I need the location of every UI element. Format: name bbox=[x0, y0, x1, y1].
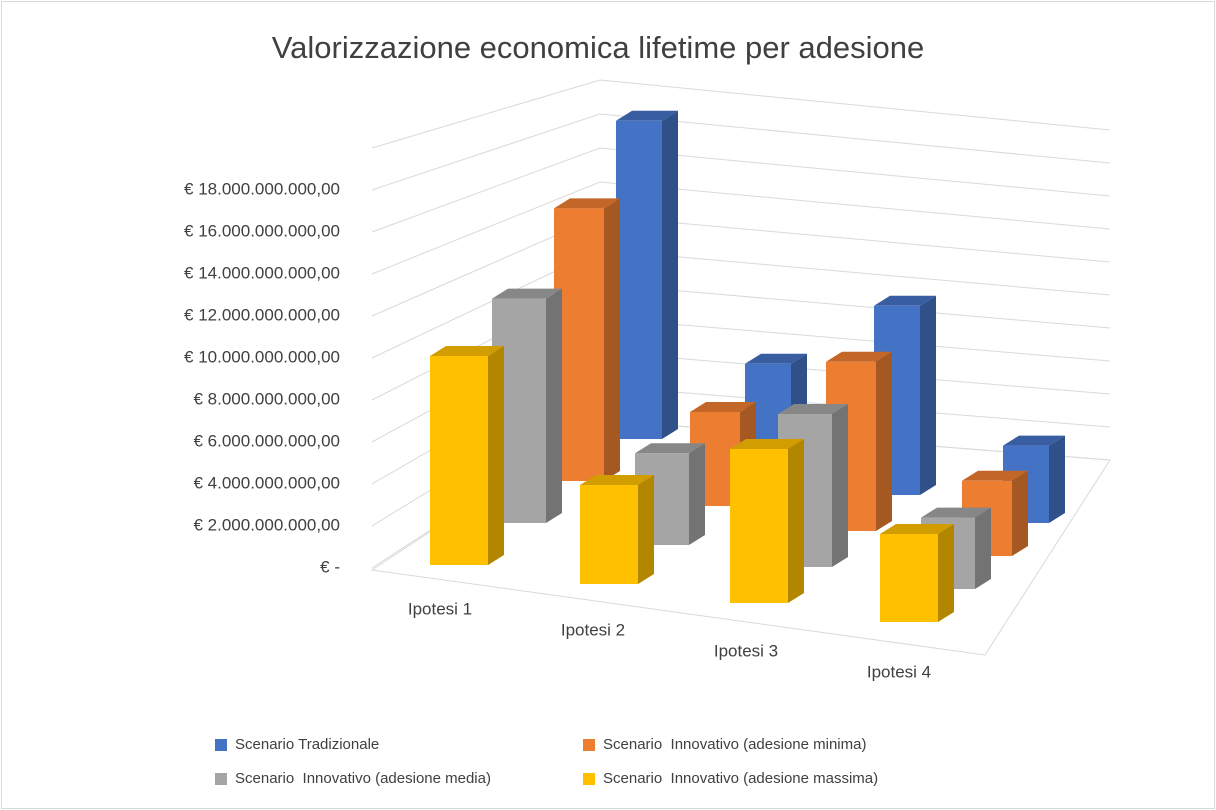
grid-line bbox=[371, 147, 1111, 233]
y-tick-label: € 8.000.000.000,00 bbox=[193, 389, 340, 408]
bar-front bbox=[430, 356, 488, 565]
bar-side bbox=[488, 346, 504, 565]
bar-top bbox=[921, 507, 991, 518]
bar-top bbox=[616, 110, 678, 121]
y-tick-label: € 12.000.000.000,00 bbox=[184, 305, 340, 324]
bar-top bbox=[730, 439, 804, 449]
y-tick-label: € 4.000.000.000,00 bbox=[193, 473, 340, 492]
bar-front bbox=[730, 449, 788, 603]
bar bbox=[616, 110, 678, 440]
bar-top bbox=[690, 402, 756, 412]
bar-top bbox=[826, 351, 892, 362]
bar-side bbox=[1049, 435, 1065, 523]
legend-swatch bbox=[583, 773, 595, 785]
legend-label: Scenario Innovativo (adesione massima) bbox=[603, 770, 878, 787]
grid-line bbox=[371, 181, 1111, 275]
bar-side bbox=[938, 524, 954, 622]
bar-side bbox=[1012, 470, 1028, 556]
x-tick-label: Ipotesi 3 bbox=[714, 641, 778, 660]
bar-top bbox=[635, 443, 705, 454]
bar-side bbox=[788, 439, 804, 603]
bar bbox=[580, 475, 654, 584]
legend-label: Scenario Innovativo (adesione minima) bbox=[603, 736, 866, 753]
y-tick-label: € 10.000.000.000,00 bbox=[184, 347, 340, 366]
bar-front bbox=[616, 120, 662, 440]
bar bbox=[730, 439, 804, 603]
legend-label: Scenario Innovativo (adesione media) bbox=[235, 770, 491, 787]
bar-top bbox=[880, 524, 954, 534]
bar-front bbox=[580, 485, 638, 584]
y-tick-label: € 18.000.000.000,00 bbox=[184, 179, 340, 198]
y-tick-label: € 6.000.000.000,00 bbox=[193, 431, 340, 450]
bar-side bbox=[920, 295, 936, 495]
bar-top bbox=[492, 288, 562, 299]
bar-side bbox=[546, 288, 562, 523]
y-tick-label: € - bbox=[320, 557, 340, 576]
bar-top bbox=[554, 198, 620, 209]
y-tick-label: € 16.000.000.000,00 bbox=[184, 221, 340, 240]
bar-front bbox=[880, 534, 938, 622]
bar-side bbox=[638, 475, 654, 584]
bar-side bbox=[662, 110, 678, 440]
chart-title: Valorizzazione economica lifetime per ad… bbox=[272, 30, 925, 65]
y-tick-label: € 14.000.000.000,00 bbox=[184, 263, 340, 282]
bar-top bbox=[778, 404, 848, 414]
bar-side bbox=[604, 198, 620, 481]
legend-label: Scenario Tradizionale bbox=[235, 736, 379, 753]
bar-side bbox=[689, 443, 705, 545]
bar bbox=[880, 524, 954, 622]
x-tick-label: Ipotesi 1 bbox=[408, 599, 472, 618]
bar-top bbox=[580, 475, 654, 485]
bar-side bbox=[876, 351, 892, 531]
x-tick-label: Ipotesi 2 bbox=[561, 620, 625, 639]
bar-side bbox=[832, 404, 848, 567]
wall-top bbox=[371, 79, 1111, 149]
bar-front bbox=[554, 208, 604, 481]
grid-line bbox=[371, 113, 1111, 191]
bar bbox=[430, 346, 504, 565]
bar-side bbox=[975, 507, 991, 589]
bar-top bbox=[1003, 435, 1065, 446]
x-tick-label: Ipotesi 4 bbox=[867, 662, 931, 681]
bar-top bbox=[745, 353, 807, 364]
legend-swatch bbox=[215, 773, 227, 785]
y-tick-label: € 2.000.000.000,00 bbox=[193, 515, 340, 534]
bar-top bbox=[874, 295, 936, 306]
bar-top bbox=[430, 346, 504, 356]
legend-swatch bbox=[583, 739, 595, 751]
bar-top bbox=[962, 470, 1028, 481]
bar bbox=[554, 198, 620, 481]
legend-swatch bbox=[215, 739, 227, 751]
